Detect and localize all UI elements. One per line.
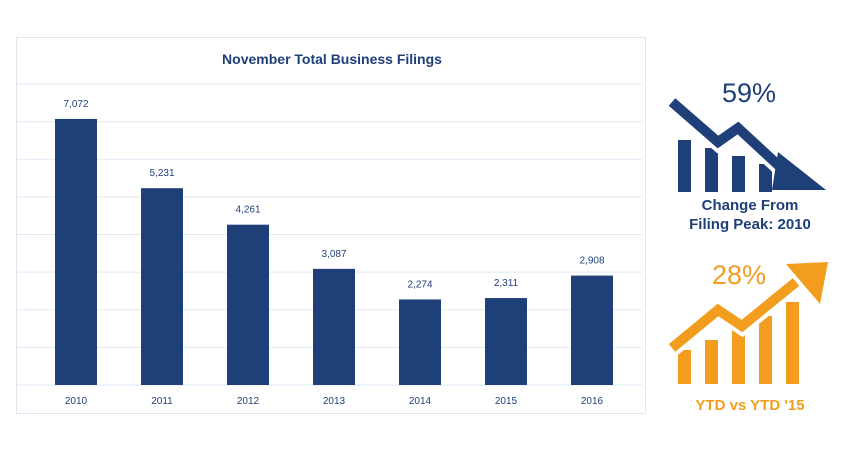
x-tick-label-2013: 2013 [323, 396, 346, 407]
tick-layer: 2010 2011 2012 2013 2014 2015 2016 [65, 396, 604, 407]
data-label-2013: 3,087 [321, 249, 346, 260]
data-label-2015: 2,311 [494, 278, 519, 289]
peak-change-percent: 59% [721, 78, 777, 108]
bar-chart: November Total Business Filings 7,072 5,2… [17, 51, 642, 407]
data-label-2010: 7,072 [63, 99, 88, 110]
peak-change-caption: Change From Filing Peak: 2010 [664, 196, 836, 234]
bar-2012 [227, 224, 269, 385]
x-tick-label-2011: 2011 [151, 396, 173, 407]
data-label-2011: 5,231 [149, 168, 174, 179]
data-label-2014: 2,274 [407, 279, 432, 290]
bar-2015 [485, 298, 527, 385]
peak-change-stat: 59% Change From Filing Peak: 2010 [664, 78, 836, 238]
label-layer: 7,072 5,231 4,261 3,087 2,274 2,311 2,908 [63, 99, 604, 291]
data-label-2016: 2,908 [579, 256, 604, 267]
bar-2013 [313, 268, 355, 385]
x-tick-label-2015: 2015 [495, 396, 518, 407]
rising-bars-arrow-icon [666, 262, 828, 384]
x-tick-label-2014: 2014 [409, 396, 432, 407]
bar-2014 [399, 299, 441, 385]
chart-title: November Total Business Filings [222, 51, 442, 67]
declining-bars-arrow-icon [666, 95, 826, 192]
bar-layer [55, 118, 613, 385]
x-tick-label-2012: 2012 [237, 396, 260, 407]
chart-panel: November Total Business Filings 7,072 5,2… [16, 37, 646, 414]
x-tick-label-2016: 2016 [581, 396, 604, 407]
data-label-2012: 4,261 [235, 205, 260, 216]
bar-2010 [55, 118, 97, 385]
bar-2016 [571, 275, 613, 385]
ytd-change-stat: 28% YTD vs YTD '15 [664, 258, 836, 418]
ytd-change-caption: YTD vs YTD '15 [695, 397, 805, 414]
peak-caption-line1: Change From [701, 197, 799, 214]
ytd-change-percent: 28% [711, 260, 767, 290]
x-tick-label-2010: 2010 [65, 396, 88, 407]
bar-2011 [141, 188, 183, 385]
peak-caption-line2: Filing Peak: 2010 [689, 216, 811, 233]
